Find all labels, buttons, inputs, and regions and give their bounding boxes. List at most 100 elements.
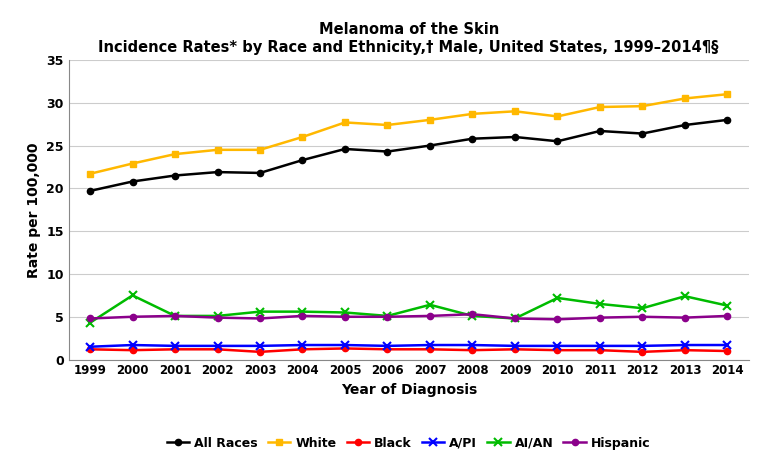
Hispanic [468,312,477,317]
Hispanic [595,315,604,320]
AI/AN [170,313,180,319]
AI/AN [128,293,137,298]
Black [341,346,350,351]
Hispanic [553,317,562,322]
Black [128,348,137,353]
A/PI [383,343,392,349]
A/PI [213,343,222,349]
Hispanic [170,313,180,319]
White [638,103,647,109]
Hispanic [128,314,137,319]
AI/AN [86,320,95,325]
AI/AN [510,316,520,321]
A/PI [468,342,477,348]
White [255,147,264,153]
AI/AN [723,303,732,308]
Hispanic [255,316,264,321]
All Races [595,128,604,134]
Line: White: White [87,91,730,177]
All Races [213,169,222,175]
All Races [255,170,264,176]
All Races [468,136,477,142]
Line: Hispanic: Hispanic [87,311,730,322]
All Races [341,146,350,152]
White [510,108,520,114]
Black [298,347,307,352]
Hispanic [341,314,350,319]
Y-axis label: Rate per 100,000: Rate per 100,000 [27,142,40,278]
Line: AI/AN: AI/AN [86,291,731,326]
A/PI [128,342,137,348]
White [426,117,435,123]
Black [468,348,477,353]
All Races [553,138,562,144]
All Races [426,143,435,148]
White [128,161,137,166]
White [723,91,732,97]
Black [638,349,647,355]
Black [255,349,264,355]
A/PI [298,342,307,348]
Black [681,348,690,353]
Black [553,348,562,353]
White [595,104,604,110]
Hispanic [638,314,647,319]
Hispanic [510,316,520,321]
White [170,151,180,157]
Black [213,347,222,352]
Legend: All Races, White, Black, A/PI, AI/AN, Hispanic: All Races, White, Black, A/PI, AI/AN, Hi… [162,432,656,455]
Black [170,347,180,352]
A/PI [510,343,520,349]
All Races [510,134,520,140]
All Races [723,117,732,123]
AI/AN [681,294,690,299]
AI/AN [426,302,435,307]
All Races [128,179,137,184]
Hispanic [426,313,435,319]
Black [426,347,435,352]
Black [510,347,520,352]
All Races [383,149,392,154]
White [681,96,690,101]
Black [86,347,95,352]
A/PI [723,342,732,348]
AI/AN [595,301,604,307]
AI/AN [638,306,647,311]
AI/AN [213,313,222,319]
White [341,120,350,125]
AI/AN [468,313,477,319]
A/PI [426,342,435,348]
Line: Black: Black [87,345,730,355]
All Races [681,122,690,128]
White [553,114,562,119]
X-axis label: Year of Diagnosis: Year of Diagnosis [341,383,477,397]
Hispanic [298,313,307,319]
Black [723,348,732,354]
A/PI [595,343,604,349]
Black [595,348,604,353]
White [213,147,222,153]
A/PI [86,344,95,349]
Black [383,347,392,352]
All Races [638,131,647,136]
A/PI [170,343,180,349]
White [298,134,307,140]
A/PI [553,343,562,349]
Title: Melanoma of the Skin
Incidence Rates* by Race and Ethnicity,† Male, United State: Melanoma of the Skin Incidence Rates* by… [99,22,719,54]
White [383,122,392,128]
All Races [170,173,180,178]
A/PI [681,342,690,348]
AI/AN [298,309,307,314]
AI/AN [383,313,392,319]
Line: A/PI: A/PI [86,341,731,350]
All Races [86,188,95,194]
Hispanic [213,315,222,320]
White [468,111,477,117]
Hispanic [681,315,690,320]
AI/AN [341,310,350,315]
Line: All Races: All Races [87,117,730,194]
All Races [298,157,307,163]
White [86,171,95,177]
Hispanic [723,313,732,319]
A/PI [255,343,264,349]
